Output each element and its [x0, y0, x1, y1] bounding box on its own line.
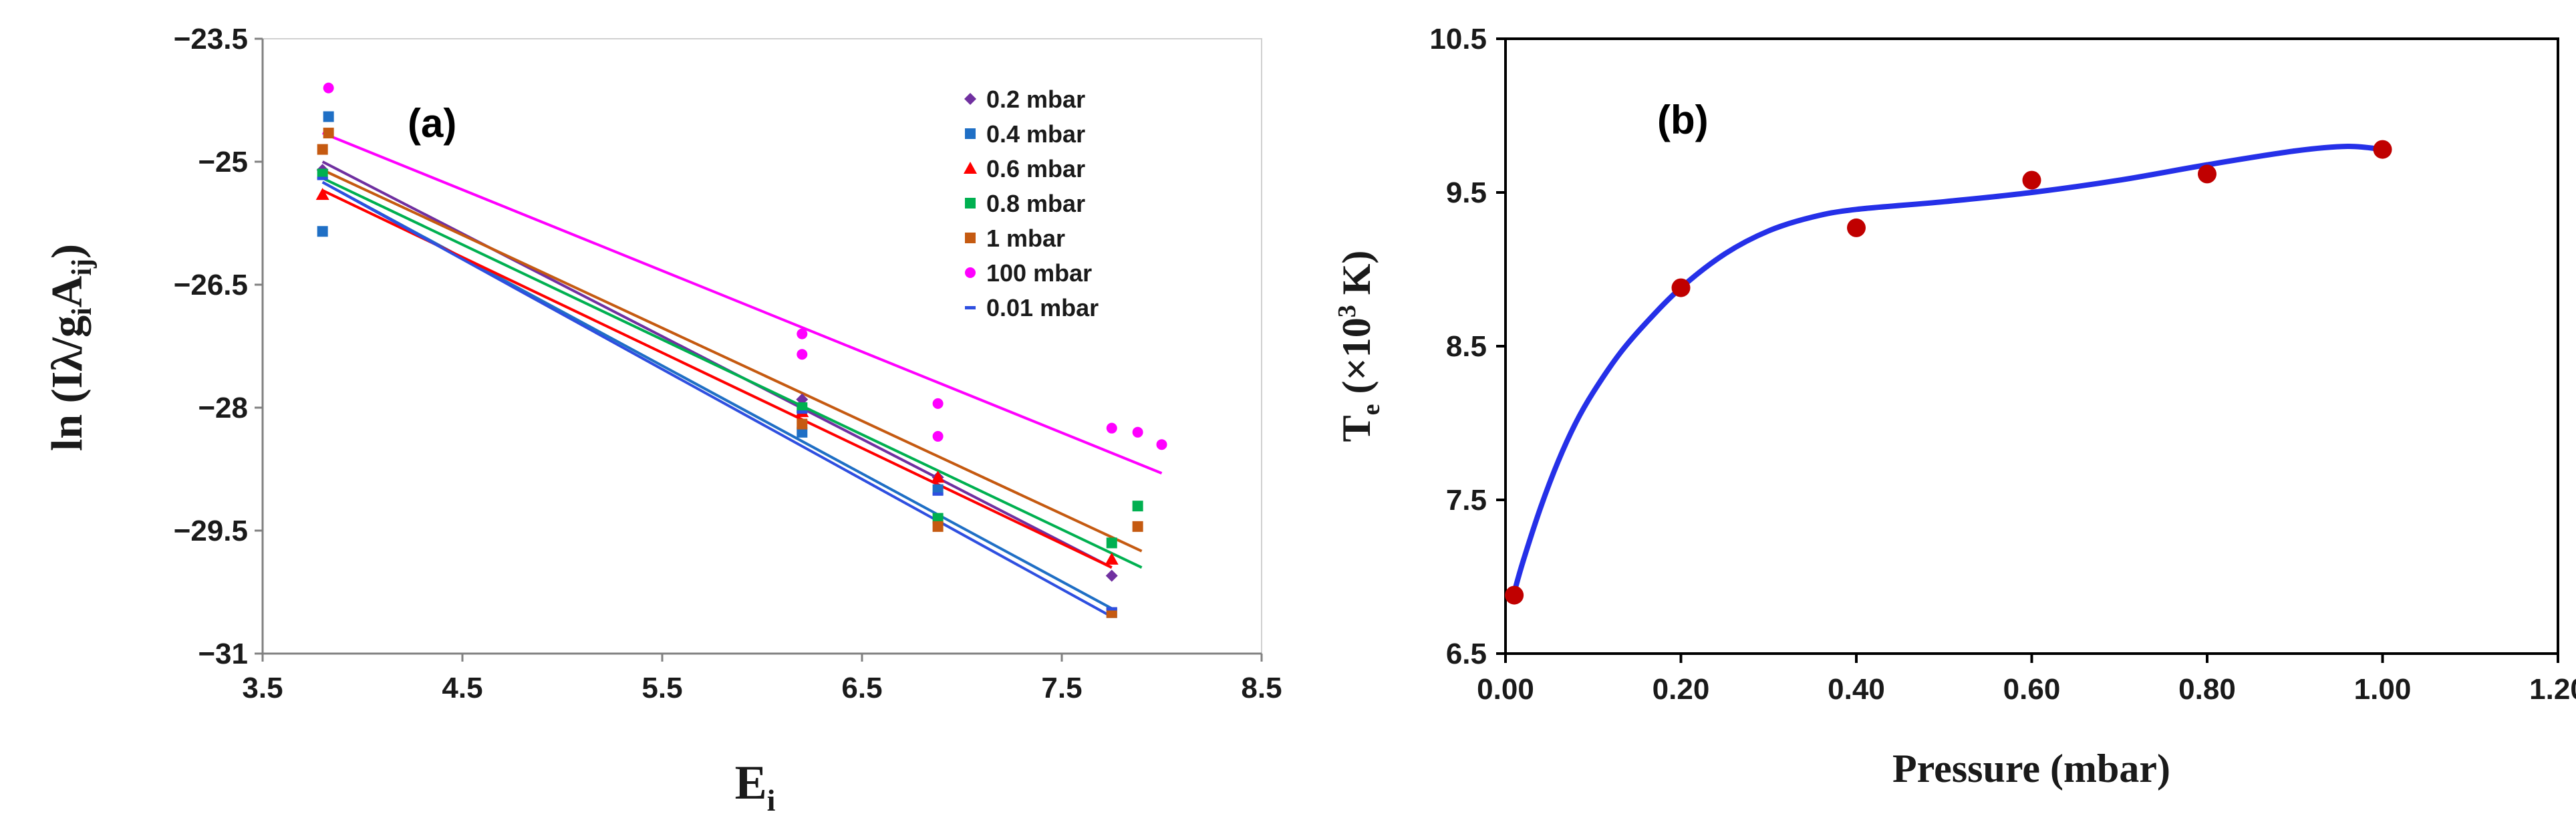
legend-marker-3 [965, 198, 976, 209]
te-fit-curve [1512, 143, 2386, 595]
panel-a-points [315, 82, 1167, 618]
panel-b: 10.5 9.5 8.5 7.5 6.5 0.00 0.20 0.40 0.60 0.80 1.0… [1333, 23, 2576, 791]
panel-a: −23.5 −25 −26.5 −28 −29.5 −31 3.5 4.5 5.5 6.5 7.5… [43, 23, 1282, 817]
point-series-5 [932, 398, 944, 409]
panel-a-y-ticks: −23.5 −25 −26.5 −28 −29.5 −31 [174, 23, 263, 670]
panel-b-y-title: Te (×103 K) [1333, 251, 1385, 442]
point-series-2 [1105, 552, 1119, 565]
x-tick-label: 8.5 [1241, 672, 1282, 704]
legend-label-2: 0.6 mbar [986, 155, 1085, 182]
panel-a-fit-lines [321, 132, 1163, 618]
point-series-3 [317, 168, 328, 180]
fit-line-series-6 [321, 180, 1113, 618]
panel-a-x-ticks: 3.5 4.5 5.5 6.5 7.5 8.5 [242, 654, 1282, 704]
y-tick-label: −28 [198, 392, 248, 424]
fit-line-series-4 [321, 168, 1143, 553]
legend-marker-4 [965, 233, 976, 243]
point-series-5 [1106, 422, 1117, 434]
panel-b-fit-curve [1512, 143, 2386, 595]
point-series-1 [317, 226, 328, 237]
legend-label-5: 100 mbar [986, 259, 1092, 287]
y-tick-label: 7.5 [1446, 484, 1487, 517]
point-series-3 [1106, 537, 1117, 549]
point-series-5 [1132, 426, 1143, 438]
x-tick-label: 0.20 [1653, 673, 1710, 706]
legend-label-6: 0.01 mbar [986, 294, 1099, 321]
x-tick-label: 6.5 [841, 672, 882, 704]
x-tick-label: 0.60 [2003, 673, 2061, 706]
legend-marker-6 [965, 306, 976, 309]
point-series-4 [323, 128, 334, 139]
point-series-4 [1132, 521, 1143, 532]
panel-a-label: (a) [408, 101, 456, 146]
point-series-5 [797, 328, 808, 339]
te-point-1 [1671, 278, 1691, 297]
x-tick-label: 0.80 [2178, 673, 2236, 706]
point-series-1 [932, 484, 944, 495]
y-tick-label: 10.5 [1429, 23, 1487, 55]
panel-b-x-ticks: 0.00 0.20 0.40 0.60 0.80 1.00 1.20 [1477, 654, 2576, 706]
legend-label-0: 0.2 mbar [986, 86, 1085, 113]
panel-b-points [1505, 140, 2392, 605]
x-tick-label: 4.5 [442, 672, 482, 704]
legend-marker-1 [965, 128, 976, 139]
panel-a-y-title: ln (Iλ/giAij) [43, 244, 98, 451]
y-tick-label: 6.5 [1446, 638, 1487, 670]
point-series-0 [1105, 569, 1118, 582]
point-series-4 [932, 521, 944, 532]
panel-a-x-title: Ei [735, 756, 776, 817]
point-series-5 [323, 82, 334, 94]
x-tick-label: 3.5 [242, 672, 283, 704]
y-tick-label: 9.5 [1446, 176, 1487, 209]
y-tick-label: −29.5 [174, 515, 248, 547]
y-tick-label: −31 [198, 638, 248, 670]
legend-marker-2 [964, 162, 977, 174]
point-series-5 [932, 430, 944, 442]
point-series-1 [797, 426, 808, 438]
point-series-6 [797, 410, 808, 414]
x-tick-label: 0.00 [1477, 673, 1534, 706]
point-series-6 [317, 176, 328, 180]
te-point-3 [2022, 170, 2041, 190]
point-series-6 [932, 492, 944, 496]
point-series-4 [317, 144, 328, 155]
fit-line-series-5 [321, 132, 1163, 474]
point-series-5 [1156, 439, 1167, 450]
point-series-2 [315, 188, 329, 200]
y-tick-label: 8.5 [1446, 330, 1487, 363]
point-series-5 [797, 349, 808, 360]
point-series-2 [931, 470, 945, 483]
point-series-3 [932, 513, 944, 524]
point-series-4 [797, 418, 808, 430]
x-tick-label: 0.40 [1828, 673, 1885, 706]
y-tick-label: −25 [198, 146, 248, 178]
point-series-3 [797, 402, 808, 413]
te-point-2 [1847, 218, 1866, 237]
point-series-3 [1132, 501, 1143, 512]
panel-b-x-title: Pressure (mbar) [1892, 746, 2170, 791]
legend-label-3: 0.8 mbar [986, 190, 1085, 217]
x-tick-label: 1.20 [2529, 673, 2576, 706]
panel-a-legend: 0.2 mbar 0.4 mbar 0.6 mbar 0.8 mbar 1 mbar 10… [964, 86, 1099, 321]
fit-line-series-3 [321, 176, 1143, 569]
te-point-4 [2198, 164, 2216, 184]
point-series-1 [323, 111, 334, 122]
legend-label-1: 0.4 mbar [986, 120, 1085, 148]
y-tick-label: −23.5 [174, 23, 248, 55]
y-tick-label: −26.5 [174, 269, 248, 301]
legend-marker-5 [965, 267, 976, 278]
legend-marker-0 [964, 93, 976, 105]
x-tick-label: 5.5 [641, 672, 682, 704]
point-series-6 [1106, 607, 1117, 611]
x-tick-label: 1.00 [2354, 673, 2412, 706]
panel-b-label: (b) [1657, 98, 1709, 142]
legend-label-4: 1 mbar [986, 225, 1065, 252]
te-point-0 [1505, 585, 1524, 605]
te-point-5 [2373, 140, 2392, 159]
x-tick-label: 7.5 [1041, 672, 1082, 704]
panel-b-y-ticks: 10.5 9.5 8.5 7.5 6.5 [1429, 23, 1506, 670]
